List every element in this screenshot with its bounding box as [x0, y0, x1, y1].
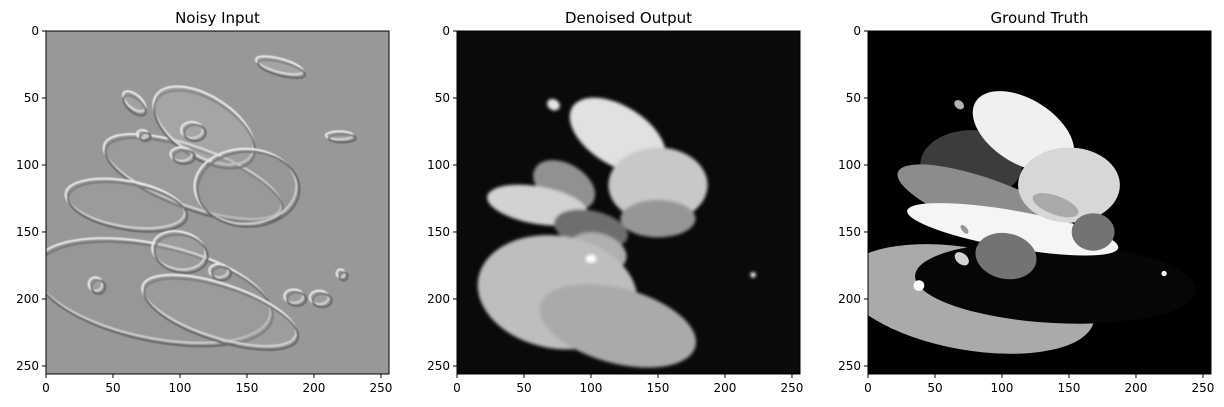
image-shape [327, 132, 355, 141]
image-truth [868, 31, 1211, 374]
x-tick-label: 150 [1058, 381, 1081, 395]
image-shape [608, 147, 708, 223]
y-tick-label: 150 [838, 225, 861, 239]
image-shape [907, 203, 1119, 256]
y-tick-label: 100 [427, 158, 450, 172]
image-shape [196, 150, 298, 226]
axes-frame [867, 30, 1212, 375]
image-shape [1161, 270, 1167, 277]
x-tick-label: 100 [169, 381, 192, 395]
y-tick-label: 50 [435, 91, 450, 105]
y-tick-label: 200 [427, 292, 450, 306]
image-shape [257, 58, 304, 77]
x-tick-label: 150 [236, 381, 259, 395]
chart-title: Denoised Output [565, 9, 692, 27]
x-tick-label: 100 [991, 381, 1014, 395]
x-tick-label: 50 [927, 381, 942, 395]
x-tick-label: 50 [105, 381, 120, 395]
image-noisy [46, 31, 389, 374]
x-tick-label: 0 [42, 381, 50, 395]
y-tick-label: 0 [31, 24, 39, 38]
x-tick-label: 0 [453, 381, 461, 395]
image-shape [90, 278, 104, 293]
image-shape [171, 148, 194, 163]
image-shape [285, 290, 305, 305]
image-shape [138, 131, 150, 140]
y-tick-label: 0 [442, 24, 450, 38]
y-tick-label: 100 [838, 158, 861, 172]
y-tick-label: 50 [846, 91, 861, 105]
image-denoised [457, 31, 800, 374]
image-shape [750, 272, 756, 278]
image-shape [585, 254, 597, 263]
y-tick-label: 250 [838, 359, 861, 373]
image-shape [1032, 193, 1079, 218]
x-tick-label: 0 [864, 381, 872, 395]
image-shape [960, 224, 969, 234]
x-tick-label: 250 [781, 381, 804, 395]
image-shape [311, 292, 331, 306]
x-tick-label: 250 [370, 381, 393, 395]
image-shape [547, 98, 560, 111]
chart-title: Ground Truth [991, 9, 1089, 27]
image-shape [975, 232, 1037, 280]
x-tick-label: 50 [516, 381, 531, 395]
x-tick-label: 100 [580, 381, 603, 395]
image-shape [66, 180, 186, 230]
x-tick-label: 200 [714, 381, 737, 395]
image-shape [143, 276, 298, 348]
axes-frame [456, 30, 801, 375]
y-tick-label: 100 [16, 158, 39, 172]
axes-frame [45, 30, 390, 375]
image-shape [1071, 213, 1115, 251]
image-shape [123, 93, 146, 114]
image-shape [182, 123, 205, 140]
y-tick-label: 200 [16, 292, 39, 306]
y-tick-label: 50 [24, 91, 39, 105]
y-tick-label: 150 [16, 225, 39, 239]
image-shape [954, 252, 969, 266]
image-shape [210, 265, 230, 279]
y-tick-label: 200 [838, 292, 861, 306]
image-shape [913, 280, 925, 291]
x-tick-label: 150 [647, 381, 670, 395]
x-tick-label: 200 [303, 381, 326, 395]
x-tick-label: 250 [1192, 381, 1215, 395]
y-tick-label: 0 [853, 24, 861, 38]
image-shape [338, 270, 347, 279]
y-tick-label: 250 [16, 359, 39, 373]
x-tick-label: 200 [1125, 381, 1148, 395]
image-shape [539, 283, 697, 368]
y-tick-label: 150 [427, 225, 450, 239]
image-shape [954, 100, 964, 110]
chart-title: Noisy Input [175, 9, 260, 27]
image-shape [620, 199, 696, 238]
image-shape [153, 232, 207, 272]
y-tick-label: 250 [427, 359, 450, 373]
